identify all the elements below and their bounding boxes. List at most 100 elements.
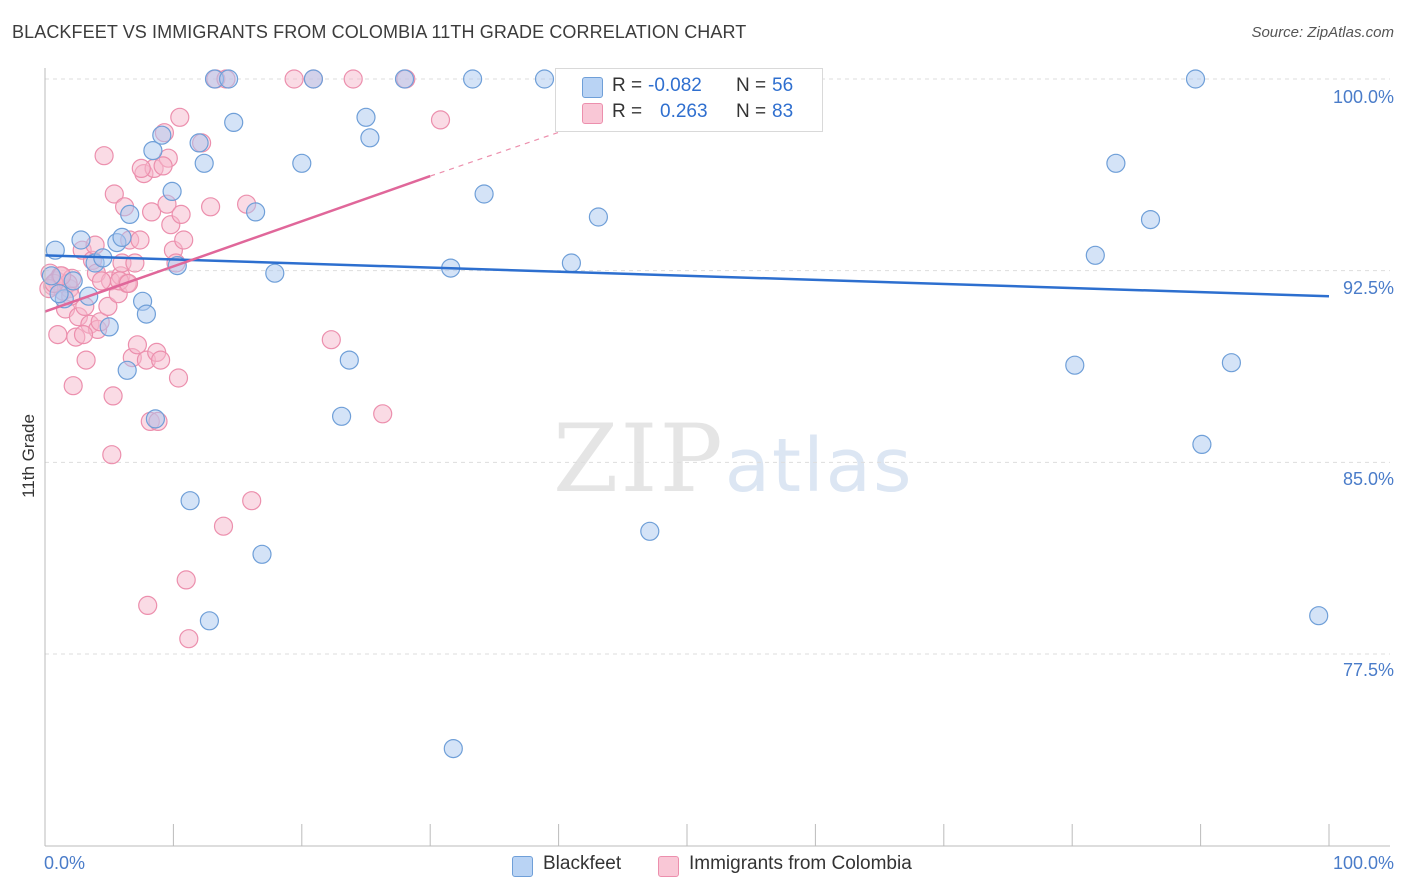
blackfeet-point <box>463 69 483 89</box>
colombia-point <box>176 570 196 590</box>
bottom-legend-swatch-pink <box>658 856 679 877</box>
blackfeet-point <box>1085 245 1105 265</box>
blackfeet-point <box>152 125 172 145</box>
blackfeet-point <box>117 360 137 380</box>
grid-layer <box>45 78 1390 655</box>
watermark-zip: ZIP <box>553 405 725 514</box>
legend-r-value-colombia: 0.263 <box>660 101 708 122</box>
colombia-point <box>284 69 304 89</box>
colombia-point <box>63 376 83 396</box>
colombia-trend-extension <box>430 114 611 177</box>
bottom-legend-colombia: Immigrants from Colombia <box>658 853 912 877</box>
y-tick-label-85: 85.0% <box>1342 469 1394 489</box>
colombia-point <box>171 204 191 224</box>
blackfeet-point <box>332 406 352 426</box>
colombia-point <box>94 146 114 166</box>
legend-n-value-blackfeet: 56 <box>772 75 794 96</box>
colombia-point <box>201 197 221 217</box>
blackfeet-point <box>99 317 119 337</box>
colombia-point <box>130 230 150 250</box>
bottom-legend-label-blackfeet: Blackfeet <box>543 853 622 874</box>
colombia-point <box>430 110 451 130</box>
axis-layer <box>44 68 1390 847</box>
blackfeet-point <box>219 69 239 89</box>
colombia-point <box>98 296 118 316</box>
blackfeet-point <box>189 133 209 153</box>
blackfeet-point <box>1192 434 1212 454</box>
watermark-atlas: atlas <box>724 423 914 509</box>
immigrants-colombia-points <box>39 69 451 649</box>
x-tick-label-max: 100.0% <box>1332 853 1394 873</box>
trend-lines <box>44 114 1330 313</box>
blackfeet-point <box>265 263 285 283</box>
blackfeet-trend-line <box>44 254 1330 298</box>
blackfeet-point <box>224 112 244 133</box>
colombia-point <box>127 335 147 355</box>
blackfeet-point <box>145 409 165 429</box>
blackfeet-point <box>71 230 91 250</box>
colombia-point <box>91 271 112 291</box>
blackfeet-point <box>63 271 83 291</box>
blackfeet-point <box>394 69 415 89</box>
blackfeet-point <box>1185 69 1206 89</box>
colombia-trend-line <box>44 174 431 313</box>
colombia-point <box>321 330 341 350</box>
colombia-point <box>174 230 194 250</box>
bottom-legend-blackfeet: Blackfeet <box>512 853 622 877</box>
y-tick-label-100: 100.0% <box>1332 87 1394 107</box>
colombia-point <box>48 325 68 345</box>
bottom-legend-label-colombia: Immigrants from Colombia <box>689 853 912 874</box>
colombia-point <box>343 69 363 89</box>
blackfeet-point <box>1065 355 1085 375</box>
colombia-point <box>103 386 123 406</box>
legend-n-label: N = <box>736 75 767 96</box>
colombia-point <box>153 156 173 176</box>
colombia-point <box>168 368 189 388</box>
blackfeet-point <box>588 207 609 227</box>
chart-title: BLACKFEET VS IMMIGRANTS FROM COLOMBIA 11… <box>12 22 747 42</box>
legend-r-label: R = <box>612 101 643 122</box>
y-axis-label: 11th Grade <box>19 414 38 498</box>
blackfeet-point <box>246 202 266 222</box>
colombia-point <box>373 404 393 424</box>
blackfeet-point <box>1140 210 1161 230</box>
blackfeet-point <box>339 350 359 370</box>
blackfeet-point <box>561 253 582 273</box>
blackfeet-point <box>162 181 182 201</box>
blackfeet-point <box>143 141 163 161</box>
colombia-point <box>213 516 234 536</box>
blackfeet-point <box>41 266 62 286</box>
blackfeet-point <box>49 284 69 304</box>
blackfeet-point <box>474 184 494 204</box>
correlation-legend: R = -0.082 N = 56 R = 0.263 N = 83 <box>555 68 823 132</box>
blackfeet-point <box>292 153 312 173</box>
colombia-point <box>76 350 96 370</box>
blackfeet-point <box>180 491 200 511</box>
bottom-legend-swatch-blue <box>512 856 533 877</box>
blackfeet-point <box>112 227 132 247</box>
blackfeet-point <box>120 204 140 224</box>
blackfeet-point <box>534 69 555 89</box>
colombia-point <box>104 184 124 204</box>
blackfeet-point <box>1309 606 1329 626</box>
colombia-point <box>142 202 162 222</box>
colombia-point <box>242 491 262 511</box>
blackfeet-point <box>1221 353 1242 373</box>
blackfeet-point <box>1106 153 1126 173</box>
legend-swatch-blue <box>582 77 603 98</box>
source-label: Source: ZipAtlas.com <box>1251 24 1394 41</box>
legend-r-value-blackfeet: -0.082 <box>648 75 702 96</box>
watermark: ZIPatlas <box>553 405 914 514</box>
colombia-point <box>102 445 122 465</box>
blackfeet-point <box>356 107 376 127</box>
blackfeet-point <box>199 611 219 631</box>
blackfeet-point <box>252 544 272 564</box>
colombia-point <box>138 595 158 616</box>
blackfeet-point <box>194 153 214 173</box>
colombia-point <box>73 325 94 345</box>
legend-n-value-colombia: 83 <box>772 101 794 122</box>
x-tick-label-min: 0.0% <box>44 853 86 873</box>
blackfeet-point <box>360 128 380 148</box>
blackfeet-point <box>303 69 323 89</box>
y-tick-label-92-5: 92.5% <box>1342 278 1394 298</box>
